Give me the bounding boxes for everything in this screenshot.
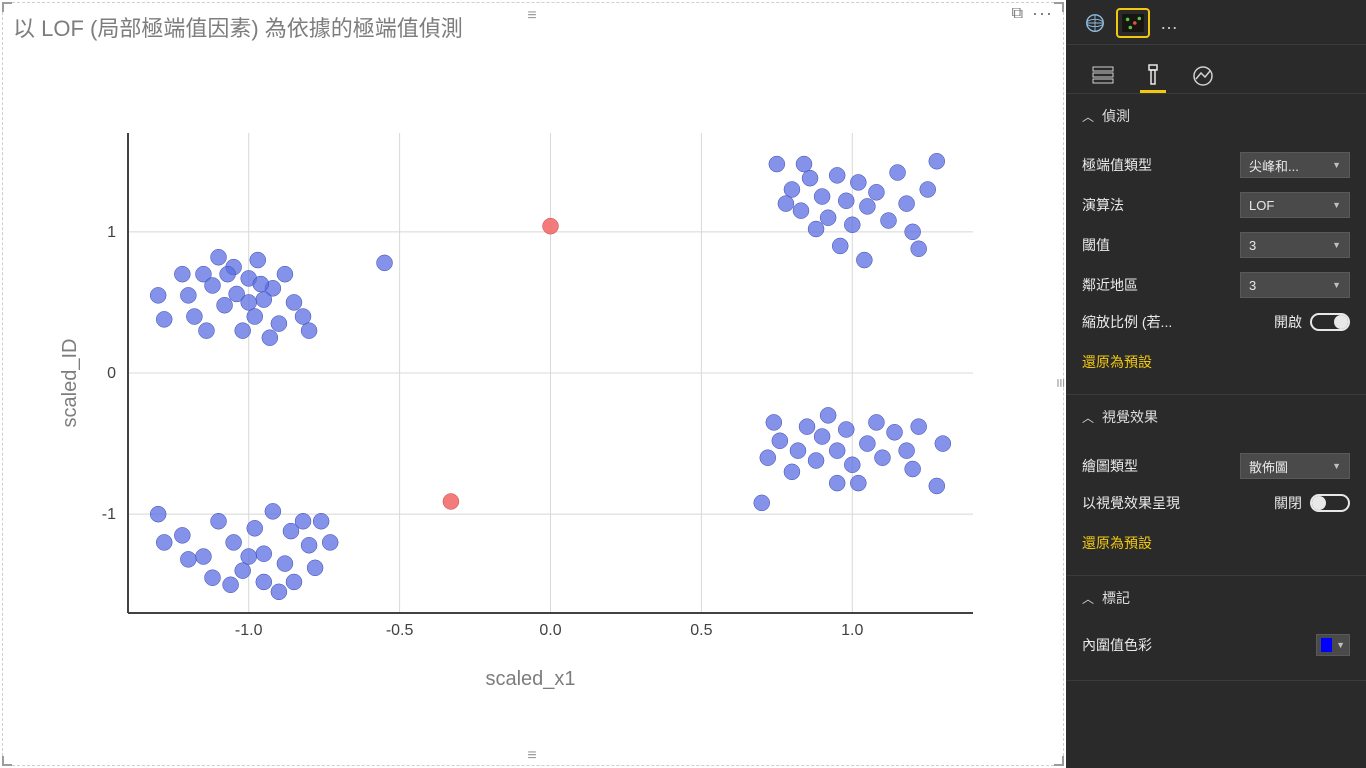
fields-tab[interactable] [1090,59,1116,93]
svg-text:0: 0 [107,365,116,382]
more-options-icon[interactable]: ··· [1032,3,1053,24]
plot-type-label: 繪圖類型 [1082,456,1138,476]
svg-text:-0.5: -0.5 [386,622,414,639]
visual-section-title: 視覺效果 [1102,407,1158,427]
scale-toggle[interactable] [1310,313,1350,331]
chevron-down-icon: ▼ [1332,160,1341,170]
detection-section-header[interactable]: ︿ 偵測 [1066,94,1366,138]
chevron-down-icon: ▼ [1336,640,1345,650]
plot-type-dropdown[interactable]: 散佈圖 ▼ [1240,453,1350,479]
algorithm-value: LOF [1249,198,1274,213]
neighbors-value: 3 [1249,278,1256,293]
resize-handle-bl[interactable] [2,756,12,766]
x-axis-label: scaled_x1 [485,668,575,691]
scale-label: 縮放比例 (若... [1082,312,1172,332]
inlier-color-label: 內圍值色彩 [1082,635,1152,655]
markers-section-title: 標記 [1102,588,1130,608]
svg-text:1.0: 1.0 [841,622,863,639]
svg-text:-1.0: -1.0 [235,622,263,639]
analytics-tab[interactable] [1190,59,1216,93]
y-axis-label: scaled_ID [59,339,82,428]
detection-section: ︿ 偵測 極端值類型 尖峰和... ▼ 演算法 LOF ▼ 閾值 [1066,94,1366,395]
outlier-type-value: 尖峰和... [1249,156,1299,175]
format-tabs [1066,45,1366,94]
neighbors-label: 鄰近地區 [1082,275,1138,295]
chevron-down-icon: ▼ [1332,461,1341,471]
algorithm-label: 演算法 [1082,195,1124,215]
chevron-down-icon: ▼ [1332,240,1341,250]
plot-type-value: 散佈圖 [1249,457,1288,476]
outlier-scatter-viz-icon[interactable] [1118,10,1148,36]
drag-grip-top-icon[interactable]: ≡ [527,7,538,25]
drag-grip-bottom-icon[interactable]: ≡ [527,747,538,765]
visual-section: ︿ 視覺效果 繪圖類型 散佈圖 ▼ 以視覺效果呈現 關閉 還原為預設 [1066,395,1366,576]
scale-toggle-state: 開啟 [1274,312,1302,332]
svg-text:0.5: 0.5 [690,622,712,639]
visual-reset-link[interactable]: 還原為預設 [1082,533,1152,553]
chevron-down-icon: ▼ [1332,280,1341,290]
inlier-color-chip [1321,638,1332,652]
chevron-up-icon: ︿ [1082,409,1094,426]
visual-header: ≡ ⧉ ··· [3,3,1063,29]
format-tab[interactable] [1140,59,1166,93]
threshold-value: 3 [1249,238,1256,253]
outlier-type-label: 極端值類型 [1082,155,1152,175]
scatter-plot: scaled_x1 scaled_ID -1.0-0.50.00.51.0-10… [78,123,983,643]
chevron-up-icon: ︿ [1082,108,1094,125]
visualization-pane[interactable]: ≡ ⧉ ··· 以 LOF (局部極端值因素) 為依據的極端值偵測 scaled… [2,2,1064,766]
focus-mode-icon[interactable]: ⧉ [1012,5,1023,23]
visualization-type-picker: … [1066,0,1366,45]
neighbors-dropdown[interactable]: 3 ▼ [1240,272,1350,298]
globe-viz-icon[interactable] [1080,10,1110,36]
as-visual-toggle[interactable] [1310,494,1350,512]
markers-section: ︿ 標記 內圍值色彩 ▼ [1066,576,1366,681]
threshold-dropdown[interactable]: 3 ▼ [1240,232,1350,258]
svg-text:1: 1 [107,224,116,241]
svg-text:0.0: 0.0 [539,622,561,639]
chevron-down-icon: ▼ [1332,200,1341,210]
detection-section-title: 偵測 [1102,106,1130,126]
more-visuals-icon[interactable]: … [1156,13,1178,34]
format-panel: … ︿ 偵測 極端值類型 尖峰和... ▼ 演算法 [1066,0,1366,768]
threshold-label: 閾值 [1082,235,1110,255]
as-visual-label: 以視覺效果呈現 [1082,493,1180,513]
detection-reset-link[interactable]: 還原為預設 [1082,352,1152,372]
visual-section-header[interactable]: ︿ 視覺效果 [1066,395,1366,439]
inlier-color-picker[interactable]: ▼ [1316,634,1350,656]
algorithm-dropdown[interactable]: LOF ▼ [1240,192,1350,218]
as-visual-toggle-state: 關閉 [1274,493,1302,513]
drag-grip-right-icon[interactable]: ≡ [1050,378,1068,389]
chevron-up-icon: ︿ [1082,590,1094,607]
markers-section-header[interactable]: ︿ 標記 [1066,576,1366,620]
outlier-type-dropdown[interactable]: 尖峰和... ▼ [1240,152,1350,178]
svg-text:-1: -1 [102,506,116,523]
resize-handle-br[interactable] [1054,756,1064,766]
